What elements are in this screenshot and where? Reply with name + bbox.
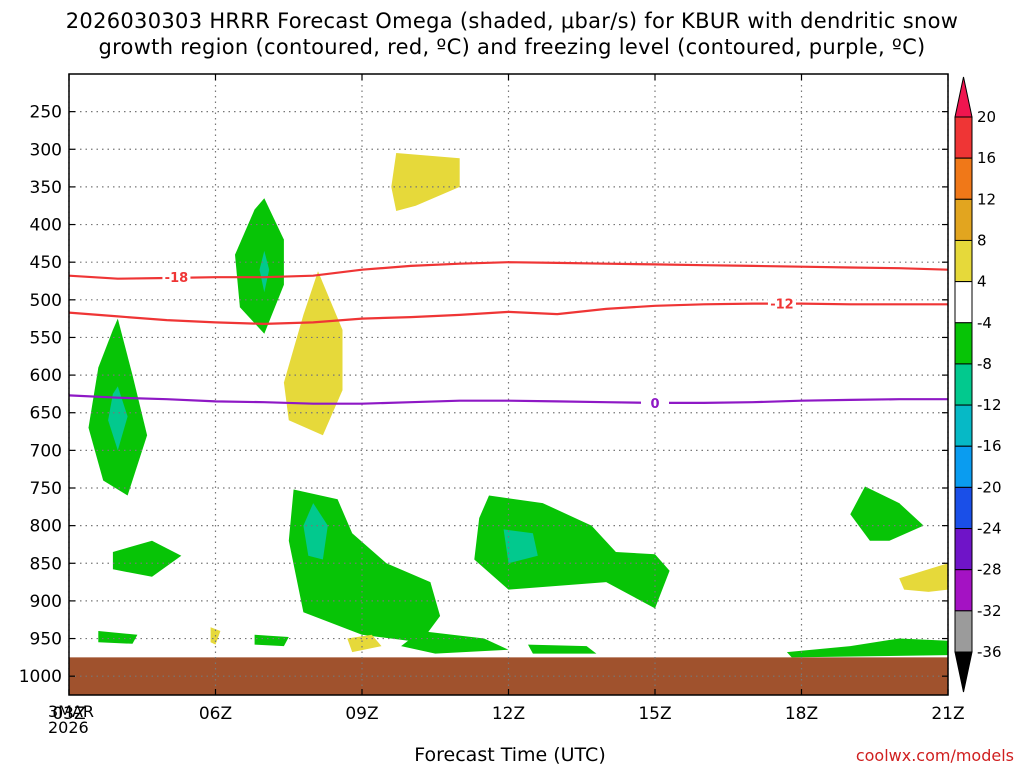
colorbar-box-7 xyxy=(954,404,973,447)
x-axis-label: Forecast Time (UTC) xyxy=(414,744,606,766)
y-tick-label-500: 500 xyxy=(30,291,62,311)
omega-region-14 xyxy=(254,634,289,647)
omega-region-4 xyxy=(283,271,343,436)
colorbar-label-5: -4 xyxy=(977,314,992,332)
y-tick-label-600: 600 xyxy=(30,366,62,386)
colorbar-label-10: -24 xyxy=(977,520,1002,538)
omega-region-5 xyxy=(391,153,460,211)
colorbar-cap-bottom xyxy=(954,651,973,693)
chart-title-line-2: growth region (contoured, red, ºC) and f… xyxy=(98,35,926,59)
y-tick-label-900: 900 xyxy=(30,592,62,612)
colorbar-cap-top xyxy=(954,76,973,118)
omega-region-12 xyxy=(899,563,948,592)
colorbar-box-3 xyxy=(954,239,973,283)
omega-region-7 xyxy=(303,503,328,560)
omega-region-13 xyxy=(98,631,138,644)
colorbar-label-6: -8 xyxy=(977,355,992,373)
axes-layer: 250 300 350 400 450 500 550 600 650 700 750 800 850 9… xyxy=(19,73,965,724)
colorbar-box-8 xyxy=(954,445,973,488)
contour-line-2 xyxy=(68,394,948,405)
y-tick-label-1000: 1000 xyxy=(19,667,62,687)
colorbar-label-11: -28 xyxy=(977,561,1002,579)
colorbar: 20 16 12 8 4 -4 -8 -12 -16 -20 -24 -28 -32 -36 xyxy=(954,76,1002,693)
colorbar-label-8: -16 xyxy=(977,437,1002,455)
x-tick-label-06Z: 06Z xyxy=(199,704,232,724)
x-tick-label-03Z: 03Z xyxy=(52,704,85,724)
x-tick-label-15Z: 15Z xyxy=(638,704,671,724)
y-tick-label-250: 250 xyxy=(30,103,62,123)
omega-region-3 xyxy=(259,250,270,293)
colorbar-box-0 xyxy=(954,116,973,159)
x-tick-label-09Z: 09Z xyxy=(345,704,378,724)
y-tick-label-950: 950 xyxy=(30,630,62,650)
y-tick-label-300: 300 xyxy=(30,140,62,160)
colorbar-box-12 xyxy=(954,610,973,653)
contour-line-0 xyxy=(68,261,949,280)
start-date: 3MAR 2026 xyxy=(48,704,94,736)
y-tick-label-350: 350 xyxy=(30,178,62,198)
credit-link[interactable]: coolwx.com/models xyxy=(855,746,1014,765)
colorbar-label-9: -20 xyxy=(977,478,1002,496)
omega-shading-layer xyxy=(88,153,948,658)
y-tick-label-400: 400 xyxy=(30,216,62,236)
colorbar-label-13: -36 xyxy=(977,643,1002,661)
contour-label-2: 0 xyxy=(650,397,659,412)
start-date-year: 2026 xyxy=(48,718,89,737)
x-tick-label-12Z: 12Z xyxy=(492,704,525,724)
colorbar-label-0: 20 xyxy=(977,108,996,126)
x-tick-label-18Z: 18Z xyxy=(785,704,818,724)
colorbar-label-12: -32 xyxy=(977,602,1002,620)
omega-region-19 xyxy=(347,634,382,653)
contour-layer: -18 -12 0 xyxy=(68,261,949,412)
y-tick-label-850: 850 xyxy=(30,554,62,574)
colorbar-label-4: 4 xyxy=(977,273,987,291)
omega-region-1 xyxy=(108,386,128,451)
omega-region-8 xyxy=(474,495,670,609)
contour-line-1 xyxy=(68,302,948,326)
y-tick-label-550: 550 xyxy=(30,328,62,348)
colorbar-box-4 xyxy=(954,281,973,324)
colorbar-box-11 xyxy=(954,569,973,612)
start-date-day: 3MAR xyxy=(48,702,95,721)
y-tick-label-650: 650 xyxy=(30,404,62,424)
omega-region-16 xyxy=(528,644,597,654)
x-tick-label-21Z: 21Z xyxy=(931,704,964,724)
colorbar-box-9 xyxy=(954,486,973,530)
contour-label-1: -12 xyxy=(770,298,794,313)
colorbar-label-1: 16 xyxy=(977,149,996,167)
contour-label-bg-2 xyxy=(641,394,669,411)
omega-region-2 xyxy=(235,198,284,334)
colorbar-box-10 xyxy=(954,528,973,571)
omega-region-15 xyxy=(401,631,509,654)
chart-title: 2026030303 HRRR Forecast Omega (shaded, … xyxy=(0,8,1024,60)
colorbar-box-6 xyxy=(954,363,973,406)
colorbar-label-3: 8 xyxy=(977,231,987,249)
colorbar-box-1 xyxy=(954,157,973,200)
grid-layer xyxy=(68,74,949,695)
y-tick-label-700: 700 xyxy=(30,441,62,461)
colorbar-label-2: 12 xyxy=(977,190,996,208)
y-tick-label-450: 450 xyxy=(30,253,62,273)
omega-region-10 xyxy=(112,540,182,577)
omega-region-17 xyxy=(786,638,948,658)
colorbar-box-2 xyxy=(954,198,973,241)
y-tick-label-800: 800 xyxy=(30,517,62,537)
colorbar-box-5 xyxy=(954,322,973,365)
contour-label-bg-0 xyxy=(162,269,191,286)
omega-region-9 xyxy=(503,529,538,564)
omega-region-11 xyxy=(850,486,924,541)
contour-label-bg-1 xyxy=(767,295,796,312)
contour-label-0: -18 xyxy=(165,271,189,286)
y-tick-label-750: 750 xyxy=(30,479,62,499)
colorbar-label-7: -12 xyxy=(977,396,1002,414)
plot-frame xyxy=(68,73,949,696)
chart-title-line-1: 2026030303 HRRR Forecast Omega (shaded, … xyxy=(65,9,959,33)
